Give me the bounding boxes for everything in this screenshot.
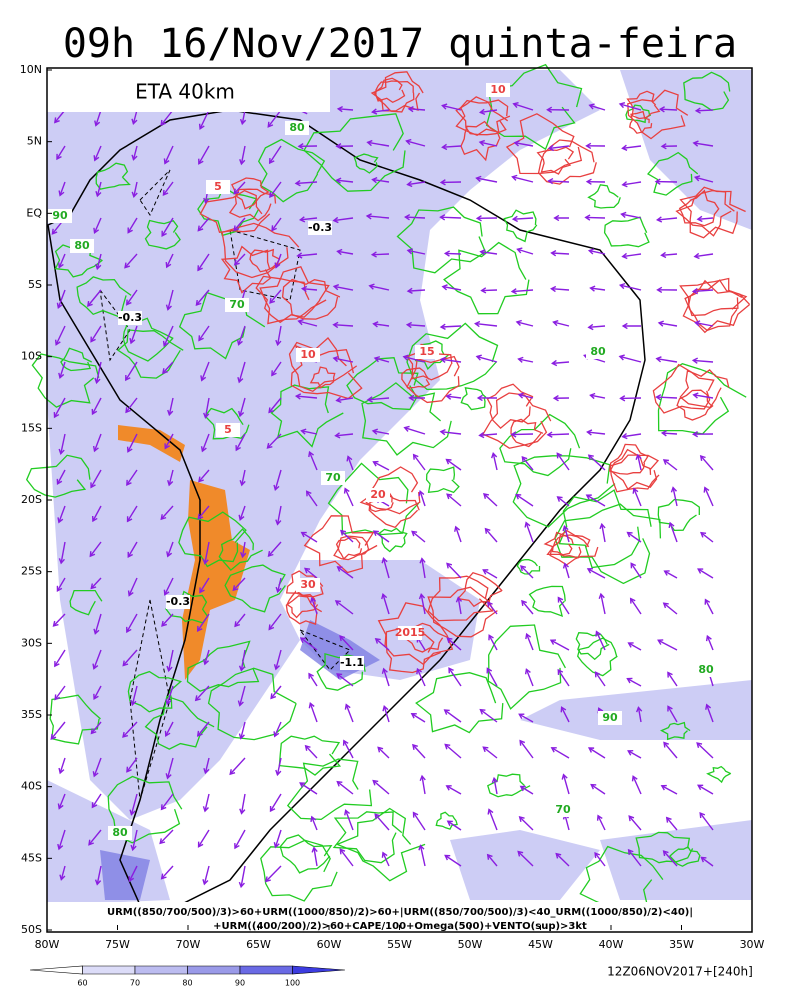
colorbar-label: 90 — [235, 979, 245, 988]
lat-label: 30S — [21, 636, 42, 649]
contour-label: 70 — [325, 471, 341, 484]
colorbar-label: 70 — [130, 979, 140, 988]
contour-label: 90 — [52, 209, 68, 222]
contour-label: 15 — [419, 345, 434, 358]
contour-label: 2015 — [395, 626, 426, 639]
colorbar-label: 60 — [77, 979, 87, 988]
footer: 12Z06NOV2017+[240h] — [607, 965, 753, 979]
title: 09h 16/Nov/2017 quinta-feira — [63, 21, 737, 67]
contour-label: 80 — [112, 826, 128, 839]
lat-label: 5N — [27, 135, 42, 148]
lon-label: 50W — [458, 938, 483, 951]
contour-label: 10 — [490, 83, 506, 96]
contour-label: 80 — [698, 663, 714, 676]
contour-label: 90 — [602, 711, 618, 724]
colorbar-label: 80 — [182, 979, 192, 988]
lat-label: 5S — [28, 278, 42, 291]
lat-label: EQ — [26, 206, 42, 219]
lat-label: 50S — [21, 923, 42, 936]
lat-label: 15S — [21, 421, 42, 434]
wind-arrow — [696, 110, 713, 111]
wind-arrow — [405, 217, 425, 218]
contour-label: 5 — [214, 180, 222, 193]
contour-label: -0.3 — [308, 221, 332, 234]
lon-label: 40W — [599, 938, 624, 951]
contour-label: 10 — [300, 348, 316, 361]
contour-label: 70 — [555, 803, 571, 816]
lon-label: 35W — [669, 938, 694, 951]
lat-label: 10N — [20, 63, 42, 76]
model-label: ETA 40km — [135, 80, 235, 104]
lon-label: 45W — [528, 938, 553, 951]
lon-label: 65W — [246, 938, 271, 951]
wind-arrow — [657, 397, 677, 398]
contour-label: -1.1 — [340, 656, 364, 669]
legend-text: +URM((400/200)/2)>60+CAPE/100+Omega(500)… — [213, 921, 587, 932]
lat-label: 35S — [21, 708, 42, 721]
colorbar-label: 100 — [285, 979, 300, 988]
map: -0.3 -0.3 70 80 90 80 10 15 5 20 30 -1.1 2015 80 90 70 8… — [27, 65, 752, 932]
contour-label: 70 — [229, 298, 245, 311]
colorbar-segment — [188, 966, 241, 974]
wind-arrow — [586, 217, 605, 218]
lat-label: 10S — [21, 350, 42, 363]
wind-arrow — [482, 290, 497, 291]
contour-label: -0.3 — [118, 311, 142, 324]
colorbar-segment — [135, 966, 188, 974]
contour-label: 20 — [370, 488, 386, 501]
contour-label: 5 — [224, 423, 232, 436]
wind-arrow — [512, 434, 533, 435]
lon-label: 55W — [387, 938, 412, 951]
lat-label: 45S — [21, 851, 42, 864]
wind-arrow — [660, 109, 677, 110]
contour-label: 30 — [300, 578, 316, 591]
lat-label: 25S — [21, 565, 42, 578]
lon-label: 80W — [35, 938, 60, 951]
wind-arrow — [445, 253, 461, 254]
wind-arrow — [548, 434, 569, 435]
wind-arrow — [372, 254, 389, 255]
colorbar-segment — [240, 966, 293, 974]
wind-arrow — [552, 253, 569, 254]
lon-label: 75W — [105, 938, 130, 951]
wind-arrow — [441, 217, 461, 218]
lon-label: 30W — [740, 938, 765, 951]
lat-label: 20S — [21, 493, 42, 506]
colorbar-segment — [83, 966, 136, 974]
lon-label: 70W — [176, 938, 201, 951]
contour-label: 80 — [74, 239, 90, 252]
lat-label: 40S — [21, 780, 42, 793]
contour-label: -0.3 — [166, 595, 190, 608]
lon-label: 60W — [317, 938, 342, 951]
contour-label: 80 — [289, 121, 305, 134]
legend-text: URM((850/700/500)/3)>60+URM((1000/850)/2… — [107, 907, 693, 918]
contour-label: 80 — [590, 345, 606, 358]
